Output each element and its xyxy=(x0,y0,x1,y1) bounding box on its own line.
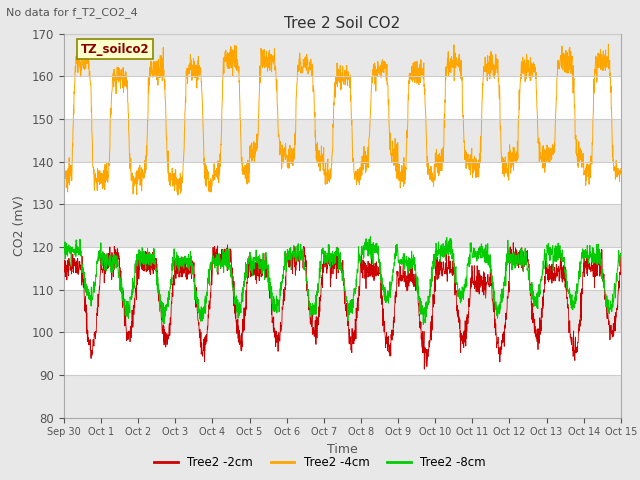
X-axis label: Time: Time xyxy=(327,443,358,456)
Bar xyxy=(64,375,621,418)
Text: TZ_soilco2: TZ_soilco2 xyxy=(81,43,149,56)
Bar xyxy=(64,204,621,247)
Bar xyxy=(64,119,621,162)
Y-axis label: CO2 (mV): CO2 (mV) xyxy=(13,195,26,256)
Bar xyxy=(64,289,621,332)
Bar xyxy=(64,34,621,76)
Text: No data for f_T2_CO2_4: No data for f_T2_CO2_4 xyxy=(6,7,138,18)
Title: Tree 2 Soil CO2: Tree 2 Soil CO2 xyxy=(284,16,401,31)
Legend: Tree2 -2cm, Tree2 -4cm, Tree2 -8cm: Tree2 -2cm, Tree2 -4cm, Tree2 -8cm xyxy=(149,452,491,474)
